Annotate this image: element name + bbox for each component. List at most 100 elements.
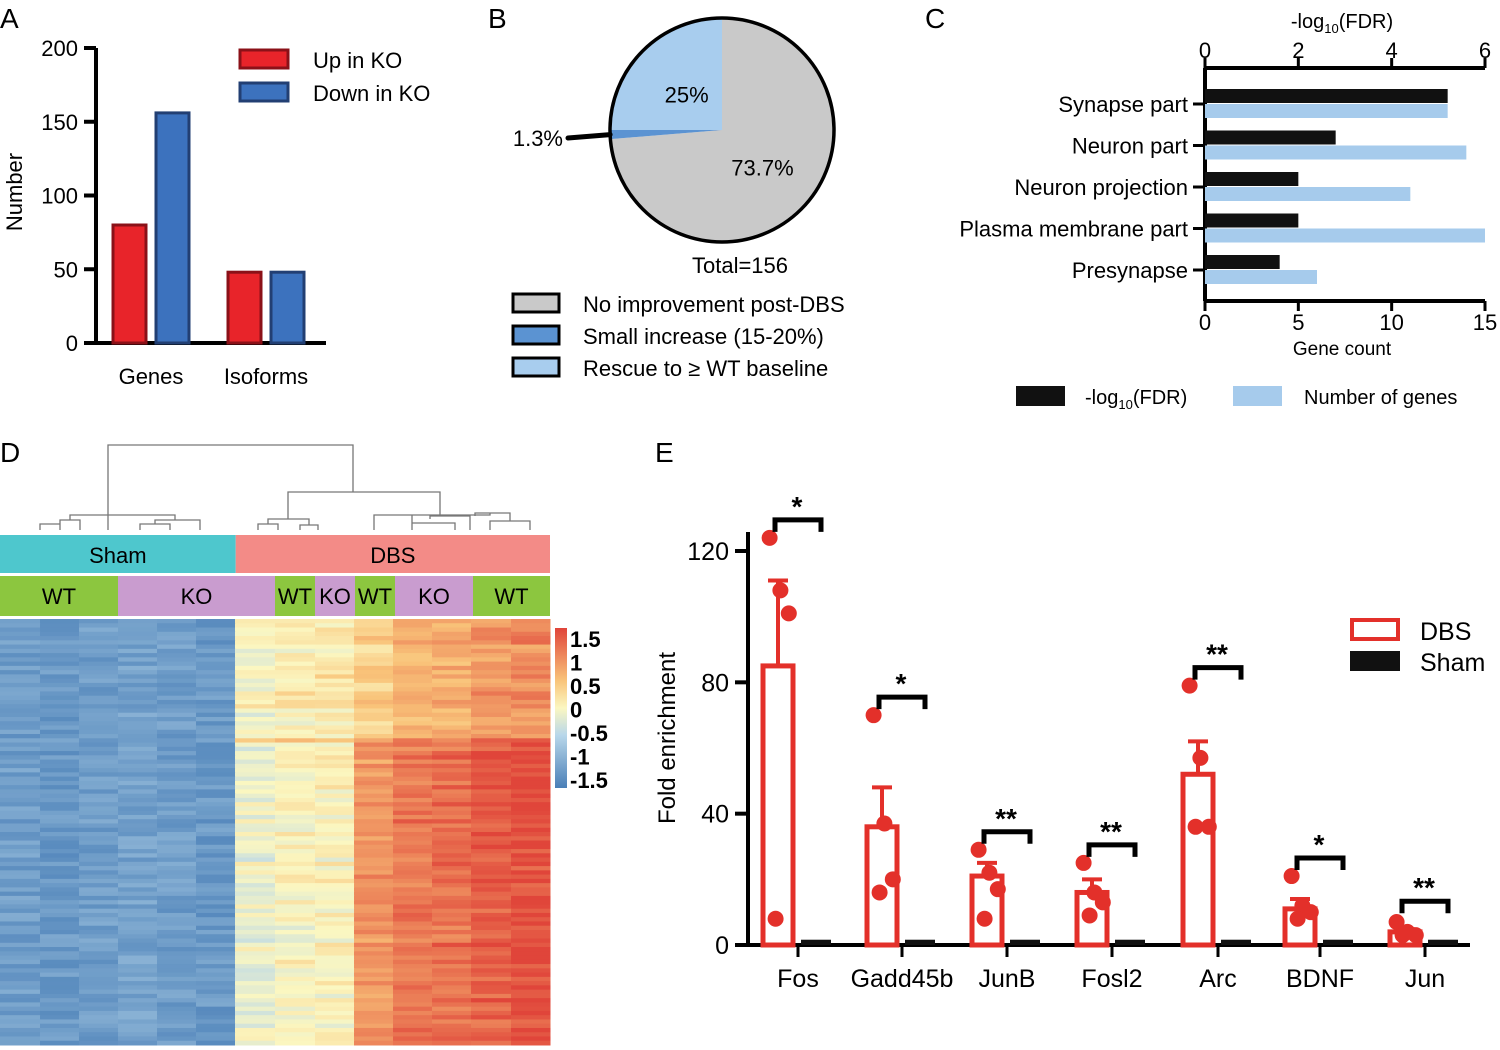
panel-d-heat-cell — [40, 640, 80, 646]
panel-d-heat-cell — [196, 759, 236, 765]
panel-d-heat-cell — [235, 780, 276, 786]
panel-d-heat-cell — [157, 704, 197, 709]
panel-d-heat-cell — [393, 1002, 433, 1008]
panel-c-bar-gene-count — [1205, 270, 1317, 284]
panel-d-heat-cell — [275, 627, 316, 633]
panel-d-heat-cell — [235, 827, 276, 833]
panel-d-heat-cell — [157, 904, 197, 910]
panel-d-heat-cell — [118, 938, 158, 944]
panel-d-heat-cell — [235, 840, 276, 846]
panel-d-heat-cell — [511, 814, 551, 820]
panel-d-heat-cell — [118, 1002, 158, 1008]
panel-d-heat-cell — [40, 751, 80, 756]
panel-d-heat-cell — [235, 895, 276, 901]
panel-d-heat-cell — [275, 857, 316, 863]
panel-d-heat-cell — [118, 976, 158, 982]
panel-d-heat-cell — [196, 925, 236, 931]
panel-d-heat-cell — [511, 699, 551, 705]
panel-d-heat-cell — [235, 695, 276, 701]
panel-d-heat-cell — [471, 1036, 512, 1042]
panel-d-heat-cell — [432, 849, 472, 854]
panel-d-heat-cell — [0, 678, 41, 684]
panel-d-heat-cell — [235, 823, 276, 829]
panel-d-heat-cell — [79, 921, 119, 927]
panel-d-heat-cell — [471, 878, 512, 884]
panel-d-heat-cell — [275, 840, 316, 846]
panel-d-heat-cell — [157, 1036, 197, 1042]
panel-d-heat-cell — [118, 929, 158, 935]
panel-d-heat-cell — [432, 653, 472, 658]
panel-d-heat-cell — [196, 1032, 236, 1037]
panel-d-heat-cell — [315, 959, 355, 965]
panel-d-heat-cell — [393, 1006, 433, 1012]
panel-d-heat-cell — [432, 759, 472, 765]
panel-d-heat-cell — [40, 729, 80, 735]
panel-d-heat-cell — [235, 972, 276, 978]
panel-d-heat-cell — [511, 763, 551, 769]
panel-d-heat-cell — [79, 734, 119, 739]
panel-d-heat-cell — [0, 1010, 41, 1016]
panel-d-heat-cell — [196, 648, 236, 654]
panel-d-heat-cell — [0, 1002, 41, 1008]
panel-c-legend-swatch-genes — [1233, 386, 1282, 406]
panel-d-heat-cell — [79, 832, 119, 837]
panel-c-top-tick-label: 6 — [1479, 38, 1491, 63]
panel-d-heat-cell — [79, 891, 119, 897]
panel-d-heat-cell — [315, 921, 355, 927]
panel-d-heat-cell — [354, 708, 394, 714]
panel-c-legend: -log10(FDR) Number of genes — [1016, 386, 1457, 412]
panel-d-heat-cell — [0, 768, 41, 773]
panel-d-heat-cell — [118, 836, 158, 842]
panel-d-heat-cell — [196, 895, 236, 901]
panel-d-heat-cell — [0, 1015, 41, 1020]
panel-d-heat-cell — [275, 938, 316, 944]
panel-d-heat-cell — [157, 682, 197, 688]
panel-d-heat-cell — [40, 870, 80, 876]
panel-d-scale-label: -1.5 — [570, 768, 608, 793]
panel-d-heat-cell — [354, 947, 394, 952]
panel-d-condition-cell — [235, 535, 550, 573]
panel-d-heat-cell — [0, 785, 41, 790]
panel-d-heat-cell — [118, 989, 158, 995]
panel-b: B 73.7%25%1.3% Total=156 No improvement … — [488, 3, 845, 381]
panel-d-heat-cell — [79, 917, 119, 922]
panel-d-heat-cell — [315, 721, 355, 726]
panel-d-heat-cell — [471, 832, 512, 837]
panel-d-heat-cell — [315, 929, 355, 935]
panel-d-heat-cell — [118, 746, 158, 752]
panel-d-heat-cell — [315, 682, 355, 688]
panel-d-heatmap — [0, 619, 551, 1046]
panel-d-heat-cell — [157, 849, 197, 854]
panel-d-heat-cell — [157, 887, 197, 893]
panel-d-heat-cell — [315, 955, 355, 961]
panel-d-heat-cell — [40, 900, 80, 905]
panel-d-heat-cell — [511, 819, 551, 824]
panel-d-heat-cell — [196, 921, 236, 927]
panel-d-heat-cell — [118, 653, 158, 658]
panel-d-heat-cell — [354, 806, 394, 812]
panel-d-heat-cell — [471, 1027, 512, 1033]
panel-d-heat-cell — [511, 849, 551, 854]
panel-d-heat-cell — [511, 908, 551, 914]
panel-d-heat-cell — [40, 972, 80, 978]
panel-d-heat-cell — [354, 768, 394, 773]
panel-d-heat-cell — [196, 964, 236, 969]
panel-d-heat-cell — [354, 716, 394, 722]
panel-d-heat-cell — [511, 929, 551, 935]
panel-d-heat-cell — [315, 699, 355, 705]
panel-d-heat-cell — [471, 912, 512, 918]
panel-d-heat-cell — [511, 704, 551, 709]
panel-d-heat-cell — [275, 746, 316, 752]
panel-d-heat-cell — [354, 1032, 394, 1037]
panel-c-legend-label-genes: Number of genes — [1304, 387, 1457, 409]
panel-d-heat-cell — [79, 993, 119, 999]
panel-d-heat-cell — [354, 1002, 394, 1008]
panel-d-heat-cell — [354, 908, 394, 914]
panel-d-scale-label: -1 — [570, 745, 590, 770]
panel-d-heat-cell — [79, 870, 119, 876]
panel-e-tick-label: 120 — [687, 538, 729, 566]
panel-d-heat-cell — [432, 691, 472, 697]
panel-d-heat-cell — [354, 776, 394, 782]
